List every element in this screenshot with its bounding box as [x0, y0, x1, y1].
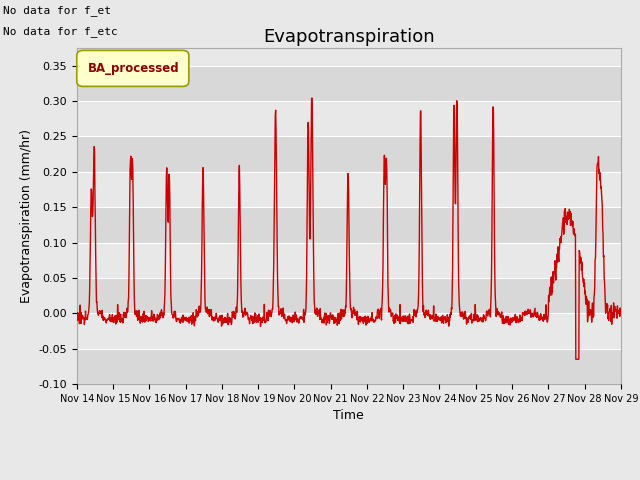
- Text: No data for f_et: No data for f_et: [3, 5, 111, 16]
- Bar: [77, 207, 621, 242]
- Bar: [77, 66, 621, 101]
- Bar: [77, 172, 621, 207]
- Bar: [77, 242, 621, 278]
- Bar: [77, 348, 621, 384]
- Y-axis label: Evapotranspiration (mm/hr): Evapotranspiration (mm/hr): [20, 129, 33, 303]
- Bar: [77, 101, 621, 136]
- Text: BA_processed: BA_processed: [88, 62, 180, 75]
- Title: Evapotranspiration: Evapotranspiration: [263, 28, 435, 47]
- X-axis label: Time: Time: [333, 409, 364, 422]
- Bar: [77, 278, 621, 313]
- Bar: [77, 136, 621, 172]
- Bar: [77, 313, 621, 348]
- Text: No data for f_etc: No data for f_etc: [3, 26, 118, 37]
